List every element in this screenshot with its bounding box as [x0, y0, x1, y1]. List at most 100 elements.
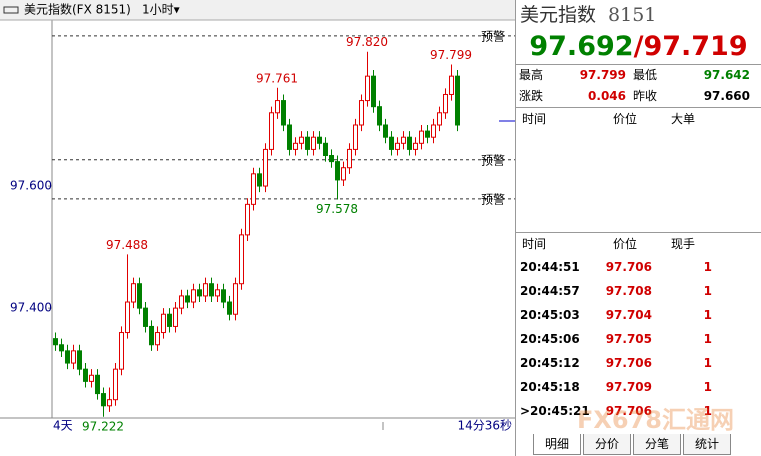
candle-body	[443, 93, 448, 114]
instrument-code: 8151	[608, 4, 657, 26]
candle-body	[215, 289, 220, 297]
candle-body	[95, 374, 100, 395]
candle-body	[383, 124, 388, 138]
candle-body	[305, 136, 310, 150]
tick-row: 20:45:06 97.705 1	[516, 327, 761, 351]
tick-volume: 1	[703, 356, 712, 370]
alert-label: 预警	[481, 191, 505, 206]
candle-body	[299, 136, 304, 144]
tick-time: 20:45:03	[520, 308, 580, 322]
tick-time: 20:44:51	[520, 260, 580, 274]
candle-body	[155, 332, 160, 346]
candle-body	[191, 289, 196, 303]
stat-value: 97.660	[703, 89, 750, 103]
candle-body	[179, 295, 184, 309]
tick-price: 97.706	[605, 404, 652, 418]
candle-body	[407, 136, 412, 150]
candle-body	[227, 301, 232, 315]
candle-body	[329, 155, 334, 163]
tab[interactable]: 分价	[583, 434, 631, 455]
extreme-label: 97.799	[430, 48, 472, 62]
alert-label: 预警	[481, 28, 505, 43]
instrument-name: 美元指数	[520, 4, 597, 26]
candle-body	[149, 325, 154, 346]
tick-row: 20:44:51 97.706 1	[516, 255, 761, 279]
candle-body	[287, 124, 292, 150]
candle-body	[167, 313, 172, 327]
candle-body	[131, 283, 136, 303]
tab[interactable]: 分笔	[633, 434, 681, 455]
extreme-label: 97.578	[316, 202, 358, 216]
symbol[interactable]: 美元指数(FX 8151)	[24, 2, 131, 17]
stat-value: 97.799	[579, 68, 626, 82]
tick-price: 97.704	[605, 308, 652, 322]
tick-price: 97.706	[605, 356, 652, 370]
stat-value: 0.046	[588, 89, 626, 103]
big-orders-header: 时间 价位 大单	[516, 108, 761, 130]
candle-body	[431, 124, 436, 138]
candle-body	[209, 283, 214, 297]
tick-price: 97.708	[605, 284, 652, 298]
candle-body	[437, 112, 442, 126]
candle-body	[143, 307, 148, 327]
tab[interactable]: 明细	[533, 434, 581, 455]
tab[interactable]: 统计	[683, 434, 731, 455]
tick-price: 97.705	[605, 332, 652, 346]
candle-body	[311, 136, 316, 150]
candle-body	[395, 142, 400, 150]
stats: 最高 97.799 最低 97.642 涨跌 0.046 昨收 97.660	[516, 65, 761, 108]
stat-value: 97.642	[703, 68, 750, 82]
tick-time: 20:44:57	[520, 284, 580, 298]
tick-row: 20:45:18 97.709 1	[516, 375, 761, 399]
tick-row: >20:45:21 97.706 1	[516, 399, 761, 423]
column-header: 时间	[522, 237, 547, 251]
candle-body	[293, 142, 298, 150]
period-select[interactable]: 1小时▾	[142, 3, 180, 17]
candle-body	[263, 148, 268, 187]
candle-body	[59, 344, 64, 352]
candle-body	[251, 173, 256, 205]
candle-body	[269, 112, 274, 150]
candle-body	[197, 289, 202, 297]
toolbar-icon[interactable]	[3, 6, 19, 14]
candle-body	[323, 142, 328, 157]
column-header: 现手	[670, 237, 695, 251]
candle-body	[365, 75, 370, 102]
quote-panel: 美元指数 8151 97.692/97.719 最高 97.799 最低 97.642 涨…	[515, 0, 761, 456]
candle-body	[245, 203, 250, 236]
candle-body	[449, 75, 454, 95]
stat-label: 最低	[633, 68, 658, 82]
countdown: 14分36秒	[457, 419, 512, 433]
ticks-header: 时间 价位 现手	[516, 233, 761, 255]
y-tick-label: 97.400	[10, 301, 52, 315]
x-start-label: 4天	[53, 419, 73, 433]
bid: 97.692	[529, 31, 634, 62]
candle-body	[455, 75, 460, 126]
column-header: 大单	[670, 112, 695, 126]
tick-row: 20:45:03 97.704 1	[516, 303, 761, 327]
candle-body	[239, 234, 244, 285]
candle-body	[425, 130, 430, 138]
quote-title: 美元指数 8151	[516, 0, 761, 30]
candle-body	[389, 136, 394, 150]
candle-body	[83, 368, 88, 382]
stat-label: 昨收	[633, 89, 658, 103]
candle-body	[257, 173, 262, 187]
candle-body	[413, 142, 418, 150]
tick-price: 97.706	[605, 260, 652, 274]
candle-body	[233, 283, 238, 315]
candle-body	[125, 301, 130, 334]
candle-body	[161, 313, 166, 334]
tick-volume: 1	[703, 332, 712, 346]
tabs: 明细 分价 分笔 统计	[533, 434, 733, 455]
toolbar	[0, 0, 515, 20]
y-tick-label: 97.600	[10, 179, 52, 193]
candle-body	[335, 161, 340, 181]
candle-body	[173, 307, 178, 327]
chart: 美元指数(FX 8151) 1小时▾ 4天 14分36秒 97.400 97.60…	[0, 0, 515, 433]
ask: 97.719	[643, 31, 748, 62]
candle-body	[353, 124, 358, 150]
stat-label: 最高	[519, 68, 544, 82]
candle-body	[77, 350, 82, 370]
